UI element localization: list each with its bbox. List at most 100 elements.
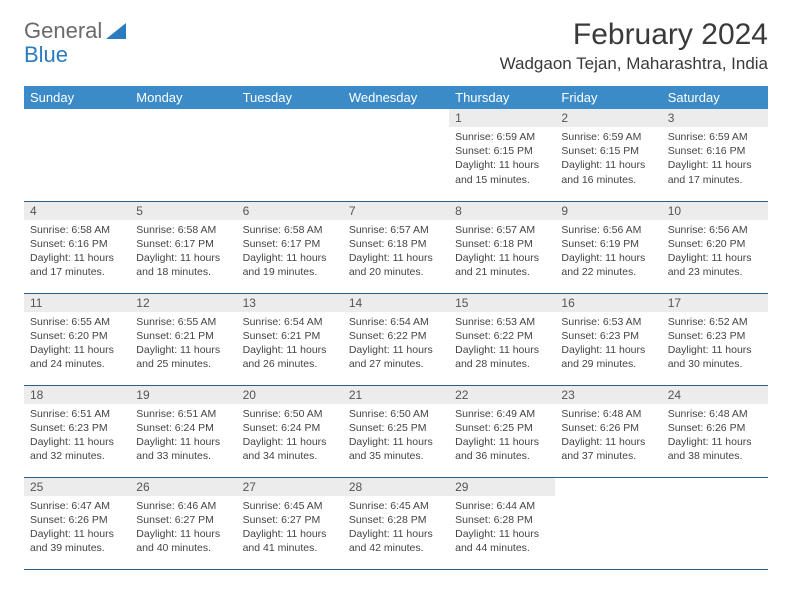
weekday-header: Monday	[130, 86, 236, 109]
weekday-header: Saturday	[662, 86, 768, 109]
day-details: Sunrise: 6:59 AMSunset: 6:16 PMDaylight:…	[662, 127, 768, 190]
calendar-day-cell: 10Sunrise: 6:56 AMSunset: 6:20 PMDayligh…	[662, 201, 768, 293]
day-number: 10	[662, 202, 768, 220]
calendar-day-cell: 13Sunrise: 6:54 AMSunset: 6:21 PMDayligh…	[237, 293, 343, 385]
day-number: 11	[24, 294, 130, 312]
day-number: 4	[24, 202, 130, 220]
day-number: 22	[449, 386, 555, 404]
header: General February 2024 Wadgaon Tejan, Mah…	[24, 18, 768, 74]
calendar-day-cell: 29Sunrise: 6:44 AMSunset: 6:28 PMDayligh…	[449, 477, 555, 569]
weekday-header-row: SundayMondayTuesdayWednesdayThursdayFrid…	[24, 86, 768, 109]
weekday-header: Thursday	[449, 86, 555, 109]
day-details: Sunrise: 6:59 AMSunset: 6:15 PMDaylight:…	[449, 127, 555, 190]
calendar-day-cell	[343, 109, 449, 201]
calendar-day-cell: 17Sunrise: 6:52 AMSunset: 6:23 PMDayligh…	[662, 293, 768, 385]
day-number: 23	[555, 386, 661, 404]
day-number: 1	[449, 109, 555, 127]
calendar-day-cell: 28Sunrise: 6:45 AMSunset: 6:28 PMDayligh…	[343, 477, 449, 569]
calendar-day-cell: 12Sunrise: 6:55 AMSunset: 6:21 PMDayligh…	[130, 293, 236, 385]
day-details: Sunrise: 6:57 AMSunset: 6:18 PMDaylight:…	[449, 220, 555, 283]
day-number: 14	[343, 294, 449, 312]
day-details: Sunrise: 6:54 AMSunset: 6:21 PMDaylight:…	[237, 312, 343, 375]
day-number: 2	[555, 109, 661, 127]
day-number: 25	[24, 478, 130, 496]
calendar-day-cell	[555, 477, 661, 569]
calendar-day-cell	[130, 109, 236, 201]
day-number: 9	[555, 202, 661, 220]
calendar-week-row: 25Sunrise: 6:47 AMSunset: 6:26 PMDayligh…	[24, 477, 768, 569]
calendar-week-row: 11Sunrise: 6:55 AMSunset: 6:20 PMDayligh…	[24, 293, 768, 385]
day-details: Sunrise: 6:45 AMSunset: 6:27 PMDaylight:…	[237, 496, 343, 559]
day-details: Sunrise: 6:55 AMSunset: 6:21 PMDaylight:…	[130, 312, 236, 375]
day-details: Sunrise: 6:58 AMSunset: 6:16 PMDaylight:…	[24, 220, 130, 283]
day-details: Sunrise: 6:54 AMSunset: 6:22 PMDaylight:…	[343, 312, 449, 375]
day-details: Sunrise: 6:57 AMSunset: 6:18 PMDaylight:…	[343, 220, 449, 283]
weekday-header: Tuesday	[237, 86, 343, 109]
calendar-week-row: 4Sunrise: 6:58 AMSunset: 6:16 PMDaylight…	[24, 201, 768, 293]
calendar-day-cell	[237, 109, 343, 201]
day-number: 21	[343, 386, 449, 404]
day-details: Sunrise: 6:44 AMSunset: 6:28 PMDaylight:…	[449, 496, 555, 559]
calendar-day-cell: 27Sunrise: 6:45 AMSunset: 6:27 PMDayligh…	[237, 477, 343, 569]
day-details: Sunrise: 6:56 AMSunset: 6:19 PMDaylight:…	[555, 220, 661, 283]
location: Wadgaon Tejan, Maharashtra, India	[500, 54, 768, 74]
day-number: 16	[555, 294, 661, 312]
calendar-day-cell: 4Sunrise: 6:58 AMSunset: 6:16 PMDaylight…	[24, 201, 130, 293]
day-details: Sunrise: 6:48 AMSunset: 6:26 PMDaylight:…	[555, 404, 661, 467]
calendar-day-cell: 14Sunrise: 6:54 AMSunset: 6:22 PMDayligh…	[343, 293, 449, 385]
calendar-day-cell: 23Sunrise: 6:48 AMSunset: 6:26 PMDayligh…	[555, 385, 661, 477]
day-number: 26	[130, 478, 236, 496]
day-details: Sunrise: 6:59 AMSunset: 6:15 PMDaylight:…	[555, 127, 661, 190]
logo-text-general: General	[24, 18, 102, 44]
day-details: Sunrise: 6:55 AMSunset: 6:20 PMDaylight:…	[24, 312, 130, 375]
calendar-day-cell: 5Sunrise: 6:58 AMSunset: 6:17 PMDaylight…	[130, 201, 236, 293]
calendar-day-cell: 21Sunrise: 6:50 AMSunset: 6:25 PMDayligh…	[343, 385, 449, 477]
calendar-day-cell: 9Sunrise: 6:56 AMSunset: 6:19 PMDaylight…	[555, 201, 661, 293]
day-number: 13	[237, 294, 343, 312]
calendar-day-cell: 20Sunrise: 6:50 AMSunset: 6:24 PMDayligh…	[237, 385, 343, 477]
calendar-week-row: 1Sunrise: 6:59 AMSunset: 6:15 PMDaylight…	[24, 109, 768, 201]
day-number: 18	[24, 386, 130, 404]
day-number: 5	[130, 202, 236, 220]
calendar-day-cell: 22Sunrise: 6:49 AMSunset: 6:25 PMDayligh…	[449, 385, 555, 477]
day-number: 17	[662, 294, 768, 312]
day-number: 7	[343, 202, 449, 220]
calendar-day-cell: 7Sunrise: 6:57 AMSunset: 6:18 PMDaylight…	[343, 201, 449, 293]
calendar-day-cell: 16Sunrise: 6:53 AMSunset: 6:23 PMDayligh…	[555, 293, 661, 385]
day-details: Sunrise: 6:58 AMSunset: 6:17 PMDaylight:…	[237, 220, 343, 283]
day-details: Sunrise: 6:50 AMSunset: 6:24 PMDaylight:…	[237, 404, 343, 467]
calendar-day-cell: 6Sunrise: 6:58 AMSunset: 6:17 PMDaylight…	[237, 201, 343, 293]
calendar-day-cell: 18Sunrise: 6:51 AMSunset: 6:23 PMDayligh…	[24, 385, 130, 477]
day-number: 19	[130, 386, 236, 404]
calendar-day-cell: 15Sunrise: 6:53 AMSunset: 6:22 PMDayligh…	[449, 293, 555, 385]
day-number: 27	[237, 478, 343, 496]
weekday-header: Friday	[555, 86, 661, 109]
day-number: 20	[237, 386, 343, 404]
day-number: 12	[130, 294, 236, 312]
day-details: Sunrise: 6:53 AMSunset: 6:22 PMDaylight:…	[449, 312, 555, 375]
day-details: Sunrise: 6:56 AMSunset: 6:20 PMDaylight:…	[662, 220, 768, 283]
day-details: Sunrise: 6:48 AMSunset: 6:26 PMDaylight:…	[662, 404, 768, 467]
calendar-day-cell: 1Sunrise: 6:59 AMSunset: 6:15 PMDaylight…	[449, 109, 555, 201]
calendar-day-cell: 8Sunrise: 6:57 AMSunset: 6:18 PMDaylight…	[449, 201, 555, 293]
day-details: Sunrise: 6:45 AMSunset: 6:28 PMDaylight:…	[343, 496, 449, 559]
logo: General	[24, 18, 128, 44]
day-number: 29	[449, 478, 555, 496]
day-number: 15	[449, 294, 555, 312]
calendar-body: 1Sunrise: 6:59 AMSunset: 6:15 PMDaylight…	[24, 109, 768, 569]
day-details: Sunrise: 6:47 AMSunset: 6:26 PMDaylight:…	[24, 496, 130, 559]
day-details: Sunrise: 6:53 AMSunset: 6:23 PMDaylight:…	[555, 312, 661, 375]
day-details: Sunrise: 6:50 AMSunset: 6:25 PMDaylight:…	[343, 404, 449, 467]
calendar-day-cell	[662, 477, 768, 569]
day-details: Sunrise: 6:51 AMSunset: 6:24 PMDaylight:…	[130, 404, 236, 467]
title-block: February 2024 Wadgaon Tejan, Maharashtra…	[500, 18, 768, 74]
day-details: Sunrise: 6:52 AMSunset: 6:23 PMDaylight:…	[662, 312, 768, 375]
day-details: Sunrise: 6:46 AMSunset: 6:27 PMDaylight:…	[130, 496, 236, 559]
weekday-header: Wednesday	[343, 86, 449, 109]
logo-text-blue: Blue	[24, 42, 68, 68]
calendar-day-cell	[24, 109, 130, 201]
day-number: 6	[237, 202, 343, 220]
day-details: Sunrise: 6:49 AMSunset: 6:25 PMDaylight:…	[449, 404, 555, 467]
calendar-day-cell: 11Sunrise: 6:55 AMSunset: 6:20 PMDayligh…	[24, 293, 130, 385]
day-number: 24	[662, 386, 768, 404]
